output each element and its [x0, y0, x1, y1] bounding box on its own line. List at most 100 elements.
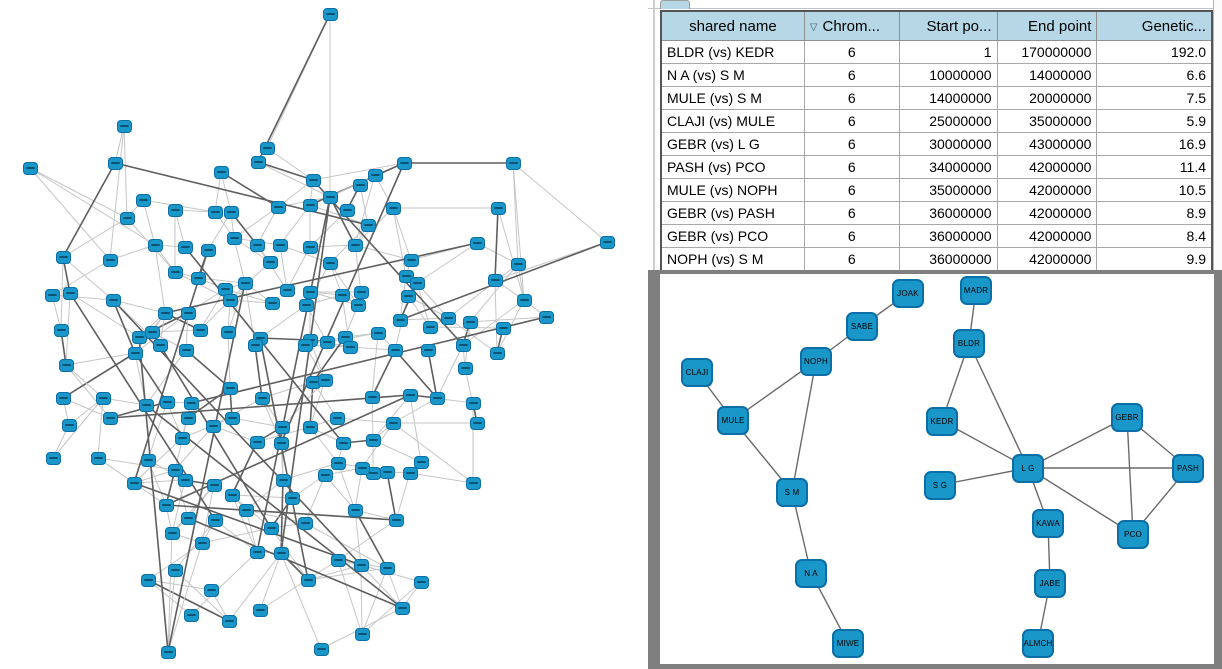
- network-node[interactable]: [181, 412, 196, 425]
- network-node[interactable]: [178, 474, 193, 487]
- network-node[interactable]: [159, 499, 174, 512]
- network-node[interactable]: PCO: [1117, 520, 1149, 549]
- network-node[interactable]: CLAJI: [681, 358, 713, 387]
- network-node[interactable]: [488, 274, 503, 287]
- network-node[interactable]: [463, 316, 478, 329]
- network-node[interactable]: ALMCH: [1022, 629, 1054, 658]
- table-cell[interactable]: NOPH (vs) S M: [660, 247, 805, 272]
- network-node[interactable]: [181, 307, 196, 320]
- network-node[interactable]: L G: [1012, 454, 1044, 483]
- network-node[interactable]: [145, 326, 160, 339]
- network-node[interactable]: [271, 201, 286, 214]
- network-node[interactable]: [264, 522, 279, 535]
- network-node[interactable]: [323, 257, 338, 270]
- table-cell[interactable]: 10.5: [1096, 178, 1213, 202]
- table-cell[interactable]: PASH (vs) PCO: [660, 155, 805, 179]
- table-cell[interactable]: 43000000: [996, 132, 1098, 156]
- network-node[interactable]: [255, 392, 270, 405]
- column-header[interactable]: ▽ Chrom...: [803, 10, 900, 41]
- network-node[interactable]: JABE: [1034, 569, 1066, 598]
- filter-icon[interactable]: ▽: [809, 21, 818, 33]
- network-node[interactable]: [348, 239, 363, 252]
- network-node[interactable]: [470, 237, 485, 250]
- column-header[interactable]: shared name: [660, 10, 805, 41]
- table-cell[interactable]: 6: [803, 178, 900, 202]
- network-node[interactable]: [340, 204, 355, 217]
- network-node[interactable]: [323, 8, 338, 21]
- network-node[interactable]: [361, 219, 376, 232]
- network-node[interactable]: [306, 174, 321, 187]
- network-node[interactable]: [96, 392, 111, 405]
- network-node[interactable]: [393, 314, 408, 327]
- network-node[interactable]: [491, 202, 506, 215]
- table-cell[interactable]: 6: [803, 63, 900, 87]
- table-row[interactable]: NOPH (vs) S M 6 36000000 42000000 9.9: [660, 247, 1213, 272]
- network-node[interactable]: [195, 537, 210, 550]
- network-node[interactable]: [63, 287, 78, 300]
- network-node[interactable]: [539, 311, 554, 324]
- network-node[interactable]: [320, 336, 335, 349]
- network-node[interactable]: [193, 324, 208, 337]
- network-node[interactable]: [517, 294, 532, 307]
- table-cell[interactable]: 20000000: [996, 86, 1098, 110]
- table-cell[interactable]: 7.5: [1096, 86, 1213, 110]
- network-node[interactable]: [403, 467, 418, 480]
- table-vertical-scrollbar[interactable]: [1213, 0, 1222, 270]
- network-node[interactable]: [120, 212, 135, 225]
- network-node[interactable]: [161, 646, 176, 659]
- table-cell[interactable]: 8.9: [1096, 201, 1213, 225]
- network-node[interactable]: [389, 514, 404, 527]
- network-node[interactable]: [227, 232, 242, 245]
- network-node[interactable]: [160, 396, 175, 409]
- table-cell[interactable]: 192.0: [1096, 40, 1213, 64]
- network-node[interactable]: [148, 239, 163, 252]
- network-node[interactable]: [204, 584, 219, 597]
- network-node[interactable]: [355, 628, 370, 641]
- network-node[interactable]: S M: [776, 478, 808, 507]
- network-node[interactable]: S G: [924, 471, 956, 500]
- table-cell[interactable]: CLAJI (vs) MULE: [660, 109, 805, 133]
- table-cell[interactable]: N A (vs) S M: [660, 63, 805, 87]
- network-node[interactable]: [456, 339, 471, 352]
- network-node[interactable]: KAWA: [1032, 509, 1064, 538]
- table-tab[interactable]: [660, 0, 690, 9]
- table-cell[interactable]: 35000000: [996, 109, 1098, 133]
- network-node[interactable]: [380, 466, 395, 479]
- network-node[interactable]: [250, 546, 265, 559]
- table-cell[interactable]: 42000000: [996, 178, 1098, 202]
- network-node[interactable]: [354, 286, 369, 299]
- network-node[interactable]: [365, 391, 380, 404]
- network-node[interactable]: [141, 574, 156, 587]
- network-node[interactable]: [353, 179, 368, 192]
- network-node[interactable]: [368, 169, 383, 182]
- network-node[interactable]: [285, 492, 300, 505]
- network-node[interactable]: [386, 202, 401, 215]
- table-row[interactable]: CLAJI (vs) MULE 6 25000000 35000000 5.9: [660, 109, 1213, 133]
- network-node[interactable]: [165, 527, 180, 540]
- network-node[interactable]: [253, 604, 268, 617]
- network-node[interactable]: KEDR: [926, 407, 958, 436]
- table-cell[interactable]: 6: [803, 155, 900, 179]
- network-node[interactable]: [56, 251, 71, 264]
- network-node[interactable]: [168, 266, 183, 279]
- network-node[interactable]: [23, 162, 38, 175]
- network-node[interactable]: [470, 417, 485, 430]
- network-node[interactable]: [214, 166, 229, 179]
- table-cell[interactable]: MULE (vs) S M: [660, 86, 805, 110]
- table-cell[interactable]: 5.9: [1096, 109, 1213, 133]
- table-row[interactable]: GEBR (vs) PASH 6 36000000 42000000 8.9: [660, 201, 1213, 225]
- network-node[interactable]: [153, 339, 168, 352]
- table-row[interactable]: MULE (vs) S M 6 14000000 20000000 7.5: [660, 86, 1213, 110]
- network-node[interactable]: [250, 436, 265, 449]
- network-node[interactable]: [168, 564, 183, 577]
- network-node[interactable]: [397, 157, 412, 170]
- table-cell[interactable]: 6: [803, 132, 900, 156]
- network-node[interactable]: [330, 412, 345, 425]
- network-node[interactable]: GEBR: [1111, 403, 1143, 432]
- table-cell[interactable]: 8.4: [1096, 224, 1213, 248]
- network-node[interactable]: [91, 452, 106, 465]
- network-node[interactable]: [401, 290, 416, 303]
- table-cell[interactable]: 42000000: [996, 155, 1098, 179]
- network-node[interactable]: [343, 341, 358, 354]
- network-node[interactable]: [348, 504, 363, 517]
